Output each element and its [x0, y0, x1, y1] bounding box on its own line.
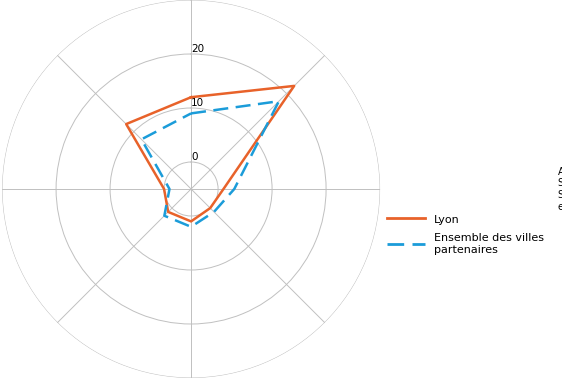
- Text: Activités spécialisées,
Scientifiques et techniques,
Services administratifs
et : Activités spécialisées, Scientifiques et…: [558, 166, 562, 212]
- Legend: Lyon, Ensemble des villes
partenaires: Lyon, Ensemble des villes partenaires: [382, 209, 549, 259]
